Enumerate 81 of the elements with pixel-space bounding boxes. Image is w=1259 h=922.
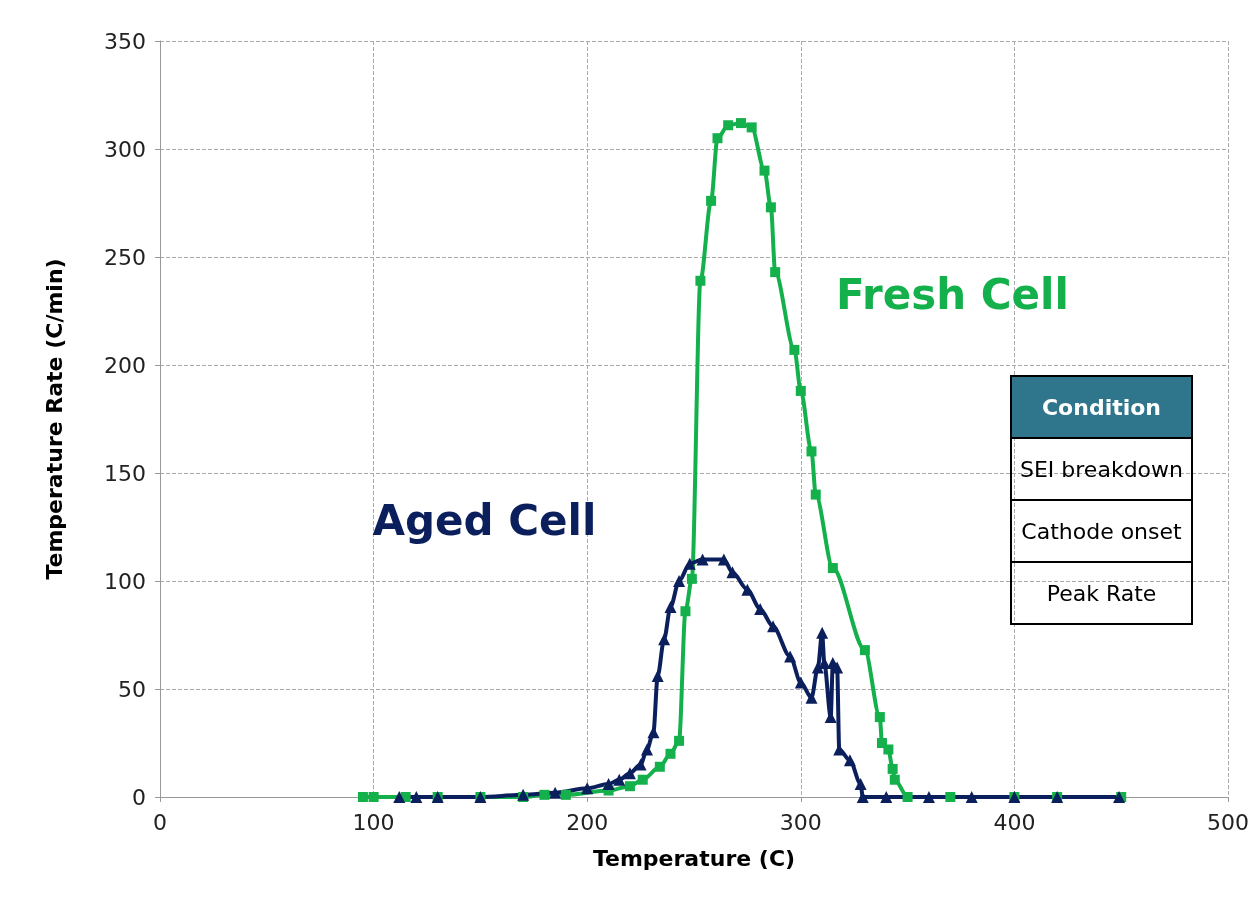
x-tick-label: 100 [352,809,395,835]
point [945,792,956,802]
point [410,791,423,803]
point [902,792,913,802]
point [706,195,717,206]
y-axis-title: Temperature Rate (C/min) [41,258,67,580]
point [765,202,776,213]
point [658,633,671,646]
point [624,781,635,792]
point [874,712,885,723]
point [560,789,571,800]
x-axis-title: Temperature (C) [592,845,796,871]
point [623,767,636,780]
point [856,791,869,803]
x-tick-label: 500 [1207,809,1249,835]
point [770,267,781,278]
point [887,763,898,774]
point [357,792,368,802]
point [393,791,406,803]
point [696,553,709,566]
y-tick-label: 200 [104,352,146,378]
y-tick-label: 0 [132,784,146,810]
annotation: SEI breakdown [1011,438,1192,500]
point [723,120,734,131]
point [673,575,686,587]
point [712,133,723,144]
point [602,778,615,791]
point [641,743,654,756]
y-tick-label: 250 [104,244,146,270]
point [843,754,856,767]
point [664,600,677,613]
y-tick-label: 300 [104,136,146,162]
point [368,792,379,802]
point [784,650,797,663]
point [717,553,730,566]
point [883,744,894,755]
point [651,670,664,683]
point [889,774,900,785]
y-tick-label: 50 [118,676,146,702]
text: Aged Cell [372,495,597,545]
point [759,165,770,176]
point [746,122,757,133]
annotation: Cathode onset [1011,500,1192,562]
point [581,782,594,795]
y-tick-label: 350 [104,28,146,54]
point [613,773,626,786]
x-tick-label: 300 [779,809,822,835]
point [517,788,530,801]
point [880,791,893,803]
point [637,774,648,785]
point [683,557,696,570]
point [695,275,706,286]
point [806,446,817,457]
point [795,385,806,396]
point [922,791,935,803]
point [686,573,697,584]
point [539,789,550,800]
annotation: Peak Rate [1011,562,1192,624]
point [810,489,821,500]
point [794,676,807,689]
point [859,645,870,656]
point [816,626,829,639]
x-tick-label: 400 [993,809,1036,835]
point [854,778,867,791]
y-tick-label: 150 [104,460,146,486]
x-tick-label: 0 [153,809,167,835]
series-label: Fresh Cell [835,269,1069,319]
point [665,748,676,759]
point [680,606,691,617]
point [735,118,746,129]
point [827,563,838,574]
point [789,344,800,355]
point [805,691,818,704]
point [549,786,562,799]
annotation: Condition [1011,376,1192,438]
point [654,761,665,772]
point [647,726,660,739]
y-tick-label: 100 [104,568,146,594]
x-tick-label: 200 [566,809,609,835]
point [674,735,685,746]
point [965,791,978,803]
